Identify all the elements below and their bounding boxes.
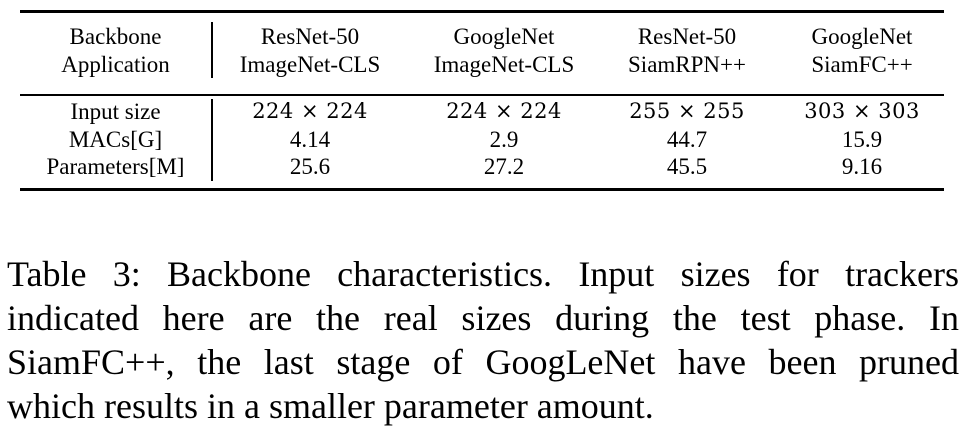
caption-line-1: Table 3: Backbone characteristics. Input… (7, 254, 959, 294)
col-4-application: SiamFC++ (811, 52, 913, 77)
caption-line-3: SiamFC++, the last stage of GoogLeNet ha… (7, 342, 959, 382)
cell-macs-2: 2.9 (489, 127, 519, 152)
row-label-parameters: Parameters[M] (46, 154, 185, 179)
col-1-backbone: ResNet-50 (260, 24, 360, 49)
col-3-backbone: ResNet-50 (637, 24, 737, 49)
row-label-macs: MACs[G] (68, 127, 163, 152)
cell-macs-3: 44.7 (666, 127, 708, 152)
cell-input-size-3: 255 × 255 (629, 99, 745, 123)
cell-params-2: 27.2 (483, 154, 525, 179)
col-2-backbone: GoogleNet (453, 24, 555, 49)
caption-line-4: which results in a smaller parameter amo… (7, 386, 654, 426)
col-4-backbone: GoogleNet (811, 24, 913, 49)
cell-params-3: 45.5 (666, 154, 708, 179)
table-caption: Table 3: Backbone characteristics. Input… (7, 252, 959, 428)
cell-params-1: 25.6 (289, 154, 331, 179)
cell-macs-1: 4.14 (289, 127, 331, 152)
cell-input-size-4: 303 × 303 (804, 99, 920, 123)
row-label-input-size: Input size (70, 99, 161, 124)
caption-line-2: indicated here are the real sizes during… (7, 298, 959, 338)
col-2-application: ImageNet-CLS (433, 52, 575, 77)
body-divider (211, 99, 213, 181)
backbone-table: Backbone Application ResNet-50 ImageNet-… (20, 10, 944, 191)
table-bottom-rule (20, 188, 944, 191)
col-1-application: ImageNet-CLS (239, 52, 381, 77)
header-label-application: Application (61, 52, 170, 77)
cell-input-size-2: 224 × 224 (446, 99, 562, 123)
header-divider (211, 22, 213, 78)
table-mid-rule (20, 94, 944, 96)
col-3-application: SiamRPN++ (628, 52, 746, 77)
header-label-backbone: Backbone (69, 24, 162, 49)
cell-macs-4: 15.9 (841, 127, 883, 152)
cell-input-size-1: 224 × 224 (252, 99, 368, 123)
cell-params-4: 9.16 (841, 154, 883, 179)
table-top-rule (20, 10, 944, 13)
